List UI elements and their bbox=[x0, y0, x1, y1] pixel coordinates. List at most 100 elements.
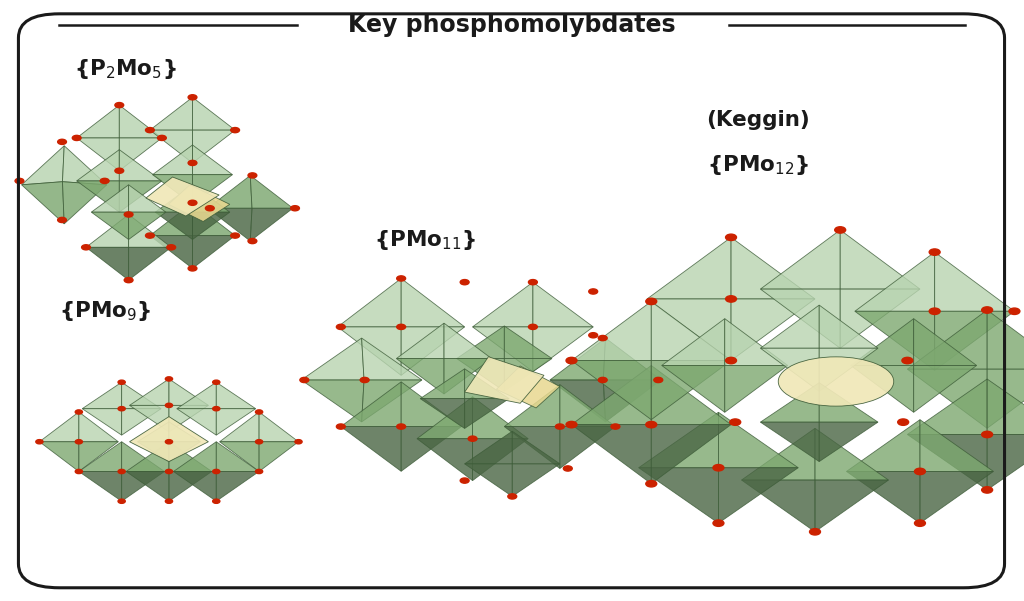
Polygon shape bbox=[913, 365, 977, 412]
Polygon shape bbox=[987, 379, 1024, 435]
Circle shape bbox=[396, 325, 406, 329]
Polygon shape bbox=[935, 252, 1015, 311]
Circle shape bbox=[646, 421, 656, 428]
Polygon shape bbox=[741, 429, 815, 480]
Circle shape bbox=[589, 333, 598, 338]
Polygon shape bbox=[444, 323, 492, 359]
Polygon shape bbox=[647, 237, 731, 299]
Polygon shape bbox=[987, 310, 1024, 369]
Polygon shape bbox=[815, 429, 889, 480]
Polygon shape bbox=[417, 439, 472, 481]
Polygon shape bbox=[851, 319, 913, 365]
Text: {PMo$_{12}$}: {PMo$_{12}$} bbox=[707, 153, 808, 177]
Circle shape bbox=[396, 424, 406, 429]
Polygon shape bbox=[77, 150, 119, 181]
Circle shape bbox=[118, 469, 125, 474]
Polygon shape bbox=[401, 278, 465, 327]
Polygon shape bbox=[169, 422, 201, 442]
Polygon shape bbox=[193, 185, 229, 212]
Polygon shape bbox=[150, 130, 193, 163]
Polygon shape bbox=[62, 145, 106, 185]
Polygon shape bbox=[82, 382, 122, 409]
Polygon shape bbox=[472, 327, 532, 371]
Polygon shape bbox=[216, 471, 259, 501]
Polygon shape bbox=[560, 427, 615, 469]
Polygon shape bbox=[91, 185, 129, 212]
Polygon shape bbox=[341, 427, 401, 471]
Circle shape bbox=[654, 377, 663, 383]
Circle shape bbox=[598, 377, 607, 383]
Polygon shape bbox=[79, 442, 118, 471]
Polygon shape bbox=[819, 305, 878, 348]
Circle shape bbox=[188, 200, 197, 206]
Ellipse shape bbox=[778, 357, 894, 406]
Polygon shape bbox=[145, 177, 219, 216]
Polygon shape bbox=[22, 145, 65, 185]
Polygon shape bbox=[401, 327, 465, 375]
Polygon shape bbox=[662, 365, 725, 412]
Polygon shape bbox=[851, 365, 913, 412]
Polygon shape bbox=[119, 138, 162, 171]
Circle shape bbox=[589, 289, 598, 294]
Polygon shape bbox=[259, 412, 299, 442]
Polygon shape bbox=[457, 359, 504, 391]
Polygon shape bbox=[417, 397, 472, 439]
Polygon shape bbox=[662, 319, 725, 365]
Polygon shape bbox=[913, 319, 977, 365]
Circle shape bbox=[982, 432, 992, 438]
Circle shape bbox=[982, 487, 992, 493]
Polygon shape bbox=[725, 319, 787, 365]
Circle shape bbox=[929, 308, 940, 314]
Circle shape bbox=[898, 419, 908, 426]
Polygon shape bbox=[208, 175, 252, 208]
Polygon shape bbox=[129, 405, 169, 432]
Circle shape bbox=[730, 419, 740, 426]
Polygon shape bbox=[126, 471, 169, 501]
Polygon shape bbox=[338, 278, 401, 327]
Polygon shape bbox=[907, 310, 987, 369]
Polygon shape bbox=[603, 380, 662, 422]
Polygon shape bbox=[571, 302, 651, 361]
Polygon shape bbox=[472, 282, 532, 327]
Polygon shape bbox=[819, 422, 878, 462]
Circle shape bbox=[165, 499, 173, 504]
Circle shape bbox=[213, 499, 220, 504]
Polygon shape bbox=[719, 412, 799, 468]
Polygon shape bbox=[465, 369, 509, 398]
Polygon shape bbox=[79, 471, 122, 501]
Circle shape bbox=[230, 127, 240, 133]
Circle shape bbox=[75, 439, 83, 444]
Polygon shape bbox=[79, 442, 122, 471]
Circle shape bbox=[835, 227, 846, 233]
Polygon shape bbox=[153, 175, 193, 204]
Polygon shape bbox=[193, 130, 236, 163]
Circle shape bbox=[566, 421, 577, 428]
Polygon shape bbox=[907, 435, 987, 490]
Circle shape bbox=[158, 135, 166, 141]
Circle shape bbox=[810, 529, 820, 535]
Circle shape bbox=[646, 481, 656, 487]
Polygon shape bbox=[741, 480, 815, 532]
Polygon shape bbox=[571, 424, 651, 484]
Circle shape bbox=[295, 439, 302, 444]
Polygon shape bbox=[361, 380, 422, 422]
Polygon shape bbox=[639, 468, 719, 523]
Circle shape bbox=[255, 469, 263, 474]
Circle shape bbox=[713, 465, 724, 471]
Circle shape bbox=[555, 424, 564, 429]
Polygon shape bbox=[82, 409, 122, 435]
Polygon shape bbox=[761, 289, 840, 348]
Circle shape bbox=[460, 478, 469, 483]
Polygon shape bbox=[129, 212, 166, 239]
Polygon shape bbox=[651, 365, 731, 424]
Polygon shape bbox=[761, 305, 819, 348]
Polygon shape bbox=[920, 471, 993, 523]
Polygon shape bbox=[301, 380, 365, 422]
Circle shape bbox=[460, 279, 469, 285]
Circle shape bbox=[230, 233, 240, 238]
Polygon shape bbox=[651, 424, 731, 484]
Circle shape bbox=[82, 245, 90, 250]
Circle shape bbox=[468, 436, 477, 441]
Polygon shape bbox=[401, 382, 462, 427]
Polygon shape bbox=[86, 248, 129, 280]
